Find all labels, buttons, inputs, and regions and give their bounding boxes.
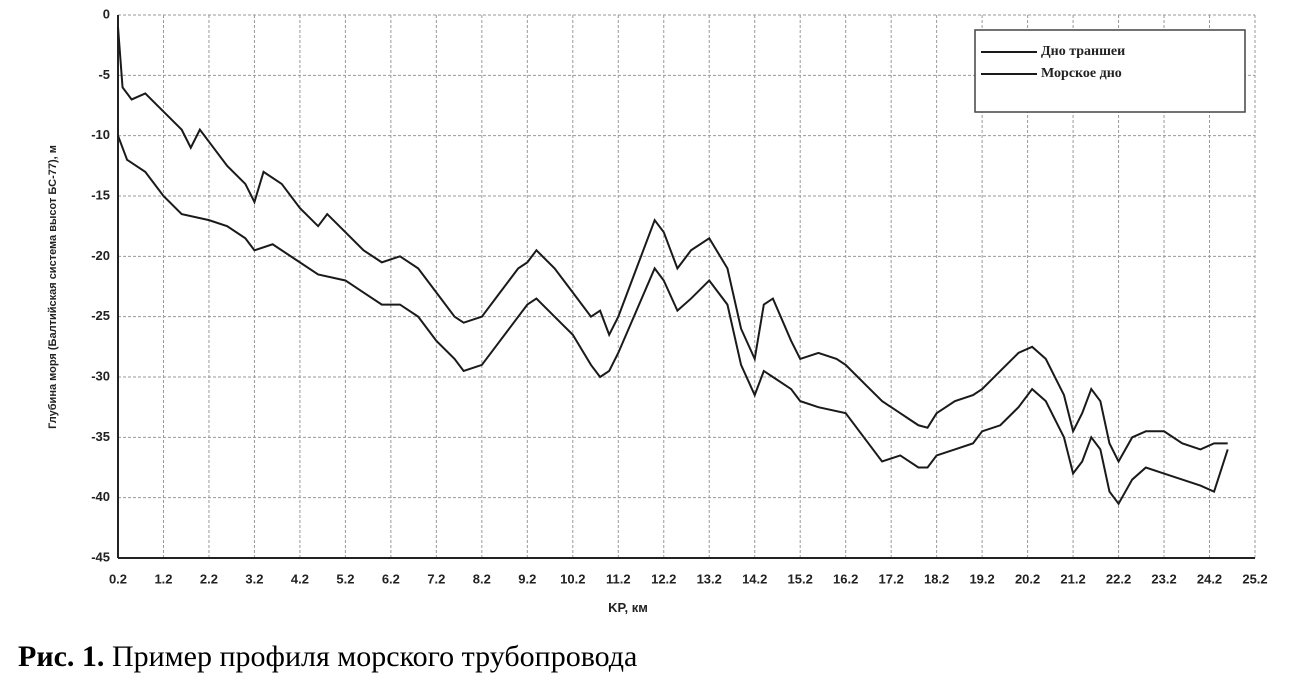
y-tick-label: 0 [103,6,110,21]
x-tick-label: 13.2 [697,571,722,586]
x-tick-label: 2.2 [200,571,218,586]
x-tick-label: 17.2 [879,571,904,586]
y-tick-label: -10 [91,127,110,142]
y-tick-label: -45 [91,549,110,564]
x-tick-label: 4.2 [291,571,309,586]
legend-label: Дно траншеи [1041,44,1125,59]
x-tick-label: 18.2 [924,571,949,586]
x-tick-label: 0.2 [109,571,127,586]
series-line [117,26,1228,464]
x-tick-label: 14.2 [742,571,767,586]
x-tick-label: 25.2 [1242,571,1267,586]
y-tick-label: -35 [91,429,110,444]
y-tick-label: -25 [91,308,110,323]
caption-text: Пример профиля морского трубопровода [112,640,637,673]
legend-box [974,29,1246,113]
x-tick-label: 7.2 [427,571,445,586]
caption-label: Рис. 1. [18,640,104,673]
x-tick-label: 21.2 [1060,571,1085,586]
series-line [117,135,1229,506]
legend-label: Морское дно [1041,66,1122,81]
x-tick-label: 10.2 [560,571,585,586]
x-tick-label: 9.2 [518,571,536,586]
y-axis-label: Глубина моря (Балтийская система высот Б… [47,145,59,429]
y-tick-label: -5 [98,67,110,82]
y-tick-label: -20 [91,248,110,263]
x-tick-label: 1.2 [154,571,172,586]
x-tick-label: 12.2 [651,571,676,586]
caption: Рис. 1. Пример профиля морского трубопро… [18,640,637,673]
y-tick-label: -30 [91,368,110,383]
x-tick-label: 5.2 [336,571,354,586]
x-tick-label: 22.2 [1106,571,1131,586]
x-tick-label: 8.2 [473,571,491,586]
x-tick-label: 15.2 [788,571,813,586]
x-tick-label: 16.2 [833,571,858,586]
x-tick-label: 6.2 [382,571,400,586]
x-tick-label: 24.2 [1197,571,1222,586]
y-tick-label: -40 [91,489,110,504]
x-tick-label: 23.2 [1151,571,1176,586]
x-axis-label: KP, км [608,600,648,615]
x-tick-label: 19.2 [969,571,994,586]
x-tick-label: 3.2 [245,571,263,586]
y-tick-label: -15 [91,187,110,202]
x-tick-label: 20.2 [1015,571,1040,586]
x-tick-label: 11.2 [606,571,631,586]
